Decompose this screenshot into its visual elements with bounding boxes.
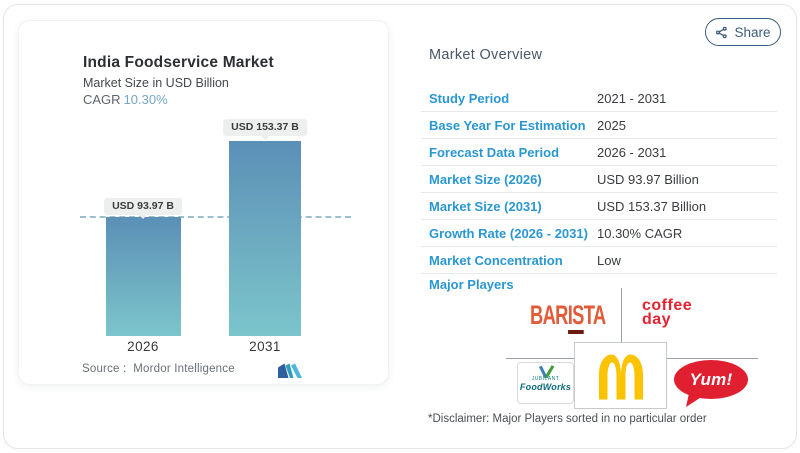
coffee-day-line1: coffee (642, 297, 693, 314)
row-value: 2026 - 2031 (597, 144, 667, 160)
row-label: Market Size (2031) (429, 198, 542, 214)
reference-dashed-line (80, 216, 351, 218)
bar-2031[interactable] (229, 141, 301, 336)
logo-grid-divider (621, 288, 622, 343)
row-value: USD 153.37 Billion (597, 198, 707, 214)
mordor-intelligence-logo-icon (278, 363, 302, 378)
row-label: Growth Rate (2026 - 2031) (429, 225, 588, 241)
coffee-day-line2: day (642, 311, 672, 328)
x-axis-label-2031: 2031 (249, 339, 281, 354)
jubilant-foodworks-logo: JUBILANT FoodWorks (517, 362, 574, 404)
major-players-label: Major Players (429, 277, 514, 292)
table-row: Growth Rate (2026 - 2031) 10.30% CAGR (421, 220, 777, 247)
table-row: Forecast Data Period 2026 - 2031 (421, 139, 777, 166)
yum-text: Yum! (689, 369, 733, 389)
barista-text: TA (583, 300, 606, 330)
chart-title: India Foodservice Market (83, 54, 274, 71)
major-players-logos: BARISTA coffee day JUBILANT FoodWorks (506, 288, 758, 411)
mcdonalds-logo-card (574, 342, 667, 409)
share-button[interactable]: Share (705, 18, 781, 46)
mcdonalds-arches-icon (598, 354, 643, 399)
page-card: Share India Foodservice Market Market Si… (3, 4, 797, 449)
table-row: Study Period 2021 - 2031 (421, 85, 777, 112)
share-icon (716, 26, 728, 38)
barista-logo: BARISTA (530, 300, 606, 334)
chart-subtitle: Market Size in USD Billion (83, 76, 229, 90)
overview-table: Study Period 2021 - 2031 Base Year For E… (421, 85, 777, 274)
x-axis-label-2026: 2026 (127, 339, 159, 354)
table-row: Market Size (2031) USD 153.37 Billion (421, 193, 777, 220)
cagr-label: CAGR (83, 92, 121, 107)
row-label: Forecast Data Period (429, 144, 560, 160)
chart-cagr: CAGR 10.30% (83, 92, 168, 107)
bar-2026[interactable] (106, 217, 181, 336)
foodworks-text: FoodWorks (519, 382, 572, 392)
row-label: Study Period (429, 90, 510, 106)
bar-value-badge-2026: USD 93.97 B (104, 198, 182, 219)
overview-title: Market Overview (429, 47, 543, 63)
row-label: Market Size (2026) (429, 171, 542, 187)
source-text: Source : Mordor Intelligence (82, 363, 235, 375)
row-value: 2025 (597, 117, 626, 133)
share-label: Share (734, 24, 771, 40)
bar-value-badge-2031: USD 153.37 B (223, 119, 307, 140)
row-value: Low (597, 252, 621, 268)
row-value: 2021 - 2031 (597, 90, 667, 106)
coffee-day-logo: coffee day (642, 297, 693, 328)
jubilant-text: JUBILANT (531, 376, 560, 382)
barista-underlined-text: IS (567, 300, 584, 334)
chart-card: India Foodservice Market Market Size in … (18, 20, 389, 385)
row-label: Market Concentration (429, 252, 563, 268)
table-row: Market Concentration Low (421, 247, 777, 274)
barista-text: BAR (530, 300, 568, 330)
row-value: USD 93.97 Billion (597, 171, 699, 187)
row-label: Base Year For Estimation (429, 117, 586, 133)
table-row: Market Size (2026) USD 93.97 Billion (421, 166, 777, 193)
disclaimer-text: *Disclaimer: Major Players sorted in no … (428, 413, 707, 425)
table-row: Base Year For Estimation 2025 (421, 112, 777, 139)
foodworks-v-icon (538, 365, 554, 379)
cagr-value: 10.30% (123, 92, 168, 107)
row-value: 10.30% CAGR (597, 225, 683, 241)
yum-logo: Yum! (674, 360, 748, 399)
